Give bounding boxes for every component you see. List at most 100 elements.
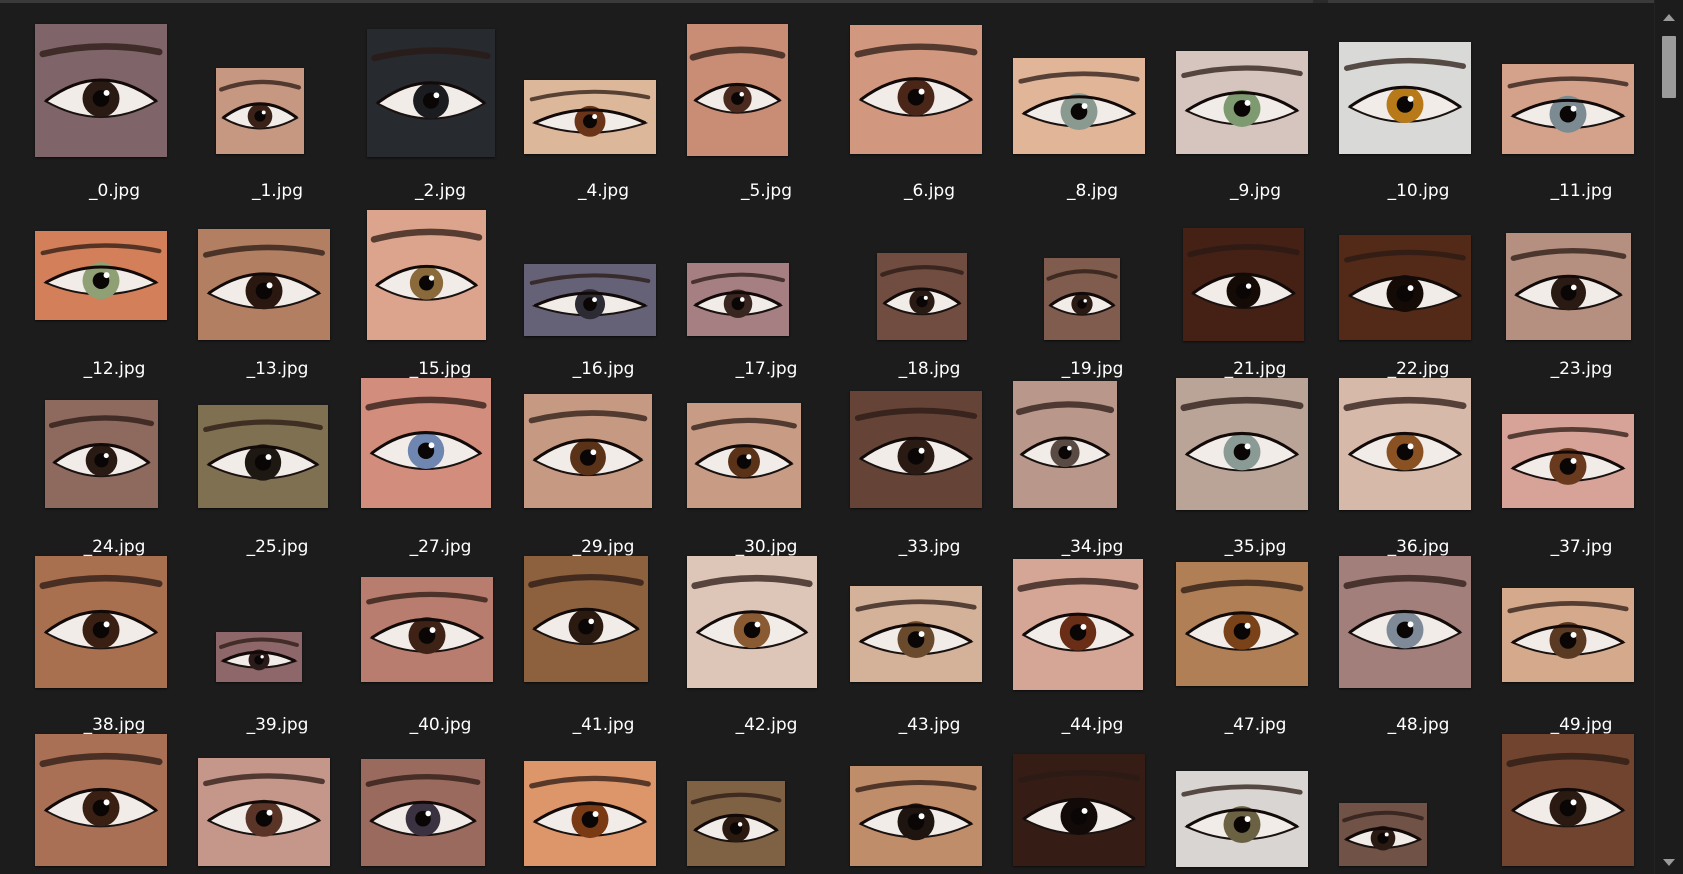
- thumbnail-area: [685, 22, 848, 180]
- file-item[interactable]: _36.jpg: [1337, 378, 1500, 557]
- file-item[interactable]: _15.jpg: [359, 200, 522, 379]
- file-item[interactable]: _12.jpg: [33, 200, 196, 379]
- file-item[interactable]: _5.jpg: [685, 22, 848, 201]
- file-item[interactable]: _41.jpg: [522, 556, 685, 735]
- scroll-up-arrow-icon[interactable]: [1663, 14, 1675, 21]
- file-item[interactable]: _39.jpg: [196, 556, 359, 735]
- eye-image-thumbnail: [198, 229, 330, 340]
- eye-image-thumbnail: [1044, 258, 1120, 340]
- file-item[interactable]: _21.jpg: [1174, 200, 1337, 379]
- file-item[interactable]: _35.jpg: [1174, 378, 1337, 557]
- file-item[interactable]: _49.jpg: [1500, 556, 1655, 735]
- eye-image-thumbnail: [367, 29, 495, 157]
- eye-image-thumbnail: [361, 759, 485, 866]
- file-item[interactable]: [848, 734, 1011, 874]
- thumbnail-area: [685, 378, 848, 536]
- thumbnail-area: [1011, 734, 1174, 874]
- file-item[interactable]: _23.jpg: [1500, 200, 1655, 379]
- thumbnail-area: [33, 378, 196, 536]
- file-name-label: _19.jpg: [1061, 359, 1124, 379]
- eye-image-thumbnail: [35, 556, 167, 688]
- file-item[interactable]: _44.jpg: [1011, 556, 1174, 735]
- file-name-label: _33.jpg: [898, 537, 961, 557]
- file-item[interactable]: _48.jpg: [1337, 556, 1500, 735]
- file-name-label: _10.jpg: [1387, 181, 1450, 201]
- eye-image-thumbnail: [1339, 803, 1427, 866]
- file-item[interactable]: [1011, 734, 1174, 874]
- file-item[interactable]: _8.jpg: [1011, 22, 1174, 201]
- file-name-label: _47.jpg: [1224, 715, 1287, 735]
- thumbnail-area: [1500, 734, 1655, 874]
- file-item[interactable]: _33.jpg: [848, 378, 1011, 557]
- file-item[interactable]: _16.jpg: [522, 200, 685, 379]
- file-item[interactable]: _18.jpg: [848, 200, 1011, 379]
- eye-image-thumbnail: [524, 80, 656, 154]
- scroll-down-arrow-icon[interactable]: [1663, 859, 1675, 866]
- file-item[interactable]: [33, 734, 196, 874]
- eye-image-thumbnail: [1339, 42, 1471, 154]
- file-item[interactable]: _4.jpg: [522, 22, 685, 201]
- file-item[interactable]: _6.jpg: [848, 22, 1011, 201]
- file-item[interactable]: _1.jpg: [196, 22, 359, 201]
- file-item[interactable]: _37.jpg: [1500, 378, 1655, 557]
- thumbnail-area: [1337, 734, 1500, 874]
- file-name-label: _23.jpg: [1550, 359, 1613, 379]
- file-item[interactable]: _13.jpg: [196, 200, 359, 379]
- file-item[interactable]: _17.jpg: [685, 200, 848, 379]
- file-item[interactable]: _9.jpg: [1174, 22, 1337, 201]
- file-item[interactable]: _25.jpg: [196, 378, 359, 557]
- eye-image-thumbnail: [1013, 381, 1117, 508]
- vertical-scrollbar[interactable]: [1654, 0, 1683, 874]
- file-item[interactable]: [196, 734, 359, 874]
- scrollbar-thumb[interactable]: [1662, 36, 1676, 98]
- file-item[interactable]: [1337, 734, 1500, 874]
- file-item[interactable]: _27.jpg: [359, 378, 522, 557]
- thumbnail-area: [848, 378, 1011, 536]
- file-item[interactable]: _0.jpg: [33, 22, 196, 201]
- file-name-label: _39.jpg: [246, 715, 309, 735]
- eye-image-thumbnail: [524, 264, 656, 336]
- file-name-label: _41.jpg: [572, 715, 635, 735]
- thumbnail-area: [522, 22, 685, 180]
- eye-image-thumbnail: [1502, 64, 1634, 154]
- file-item[interactable]: _34.jpg: [1011, 378, 1174, 557]
- eye-image-thumbnail: [216, 632, 302, 682]
- file-item[interactable]: _47.jpg: [1174, 556, 1337, 735]
- file-item[interactable]: _42.jpg: [685, 556, 848, 735]
- file-item[interactable]: _40.jpg: [359, 556, 522, 735]
- eye-image-thumbnail: [1013, 559, 1143, 690]
- thumbnail-area: [848, 200, 1011, 358]
- eye-image-thumbnail: [1502, 414, 1634, 508]
- eye-image-thumbnail: [850, 391, 982, 508]
- file-item[interactable]: [522, 734, 685, 874]
- file-item[interactable]: [359, 734, 522, 874]
- file-item[interactable]: _43.jpg: [848, 556, 1011, 735]
- file-item[interactable]: _29.jpg: [522, 378, 685, 557]
- file-item[interactable]: [685, 734, 848, 874]
- file-item[interactable]: [1174, 734, 1337, 874]
- file-item[interactable]: _10.jpg: [1337, 22, 1500, 201]
- thumbnail-area: [1337, 556, 1500, 714]
- file-name-label: _48.jpg: [1387, 715, 1450, 735]
- eye-image-thumbnail: [1176, 378, 1308, 510]
- thumbnail-area: [359, 378, 522, 536]
- thumbnail-area: [33, 200, 196, 358]
- file-item[interactable]: _22.jpg: [1337, 200, 1500, 379]
- file-item[interactable]: [1500, 734, 1655, 874]
- file-item[interactable]: _38.jpg: [33, 556, 196, 735]
- thumbnail-area: [522, 200, 685, 358]
- eye-image-thumbnail: [1013, 754, 1145, 866]
- file-item[interactable]: _30.jpg: [685, 378, 848, 557]
- file-item[interactable]: _2.jpg: [359, 22, 522, 201]
- file-item[interactable]: _19.jpg: [1011, 200, 1174, 379]
- file-item[interactable]: _24.jpg: [33, 378, 196, 557]
- thumbnail-area: [522, 556, 685, 714]
- thumbnail-area: [359, 22, 522, 180]
- thumbnail-area: [33, 22, 196, 180]
- thumbnail-area: [33, 734, 196, 874]
- eye-image-thumbnail: [1502, 588, 1634, 682]
- file-item[interactable]: _11.jpg: [1500, 22, 1655, 201]
- file-name-label: _25.jpg: [246, 537, 309, 557]
- file-name-label: _30.jpg: [735, 537, 798, 557]
- thumbnail-area: [196, 378, 359, 536]
